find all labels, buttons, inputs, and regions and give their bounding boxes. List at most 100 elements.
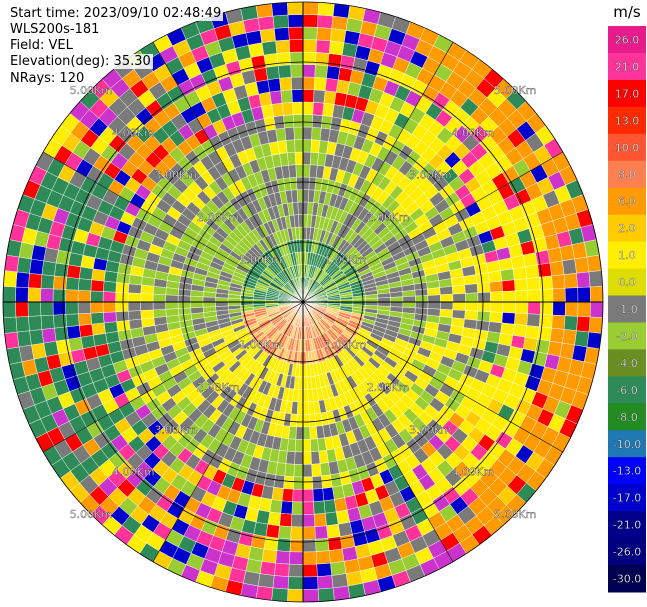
field-name: Field: VEL: [8, 38, 75, 53]
ppi-gate: [41, 327, 57, 344]
ppi-gate: [589, 286, 604, 303]
ppi-gate: [279, 513, 293, 527]
ppi-gate: [337, 521, 353, 537]
ppi-gate: [66, 264, 82, 279]
ppi-gate: [452, 293, 466, 303]
ppi-gate: [308, 413, 317, 428]
ppi-gate: [202, 296, 216, 303]
ppi-gate: [289, 551, 304, 565]
ppi-gate: [27, 301, 42, 317]
ppi-gate: [40, 274, 55, 290]
ppi-gate: [265, 65, 280, 81]
ring-label: 5.00Km: [70, 84, 112, 97]
ppi-gate: [522, 252, 538, 268]
ppi-gate: [310, 450, 321, 465]
ppi-gate: [277, 64, 292, 79]
ppi-gate: [310, 139, 321, 154]
ppi-gate: [323, 90, 337, 105]
ppi-gate: [526, 276, 541, 291]
ring-label: 3.00Km: [154, 423, 196, 436]
ppi-gate: [279, 77, 293, 91]
range-rings: [2, 1, 604, 603]
ppi-gate: [552, 288, 566, 303]
ppi-gate: [311, 463, 322, 478]
ppi-gate: [321, 474, 333, 489]
ppi-gate: [263, 536, 279, 551]
ppi-gate: [90, 301, 104, 314]
ppi-gate: [289, 39, 304, 53]
ppi-gate: [15, 271, 30, 288]
ppi-gate: [4, 254, 20, 273]
ppi-gate: [318, 449, 329, 464]
ppi-gate: [502, 290, 516, 303]
start-time: Start time: 2023/09/10 02:48:49: [8, 6, 224, 21]
ppi-gate: [317, 575, 334, 590]
ppi-gate: [514, 312, 528, 326]
ppi-gate: [190, 295, 204, 303]
ppi-gate: [190, 306, 204, 315]
ppi-gate: [4, 331, 20, 350]
ppi-gate: [314, 525, 329, 540]
ring-label: 1.00Km: [239, 338, 281, 351]
ppi-gate: [563, 273, 578, 289]
ppi-gate: [586, 331, 602, 350]
ppi-gate: [302, 176, 310, 190]
ppi-gate: [309, 426, 318, 440]
ppi-gate: [53, 314, 68, 329]
ppi-gate: [335, 509, 351, 525]
ppi-gate: [259, 561, 276, 576]
ppi-gate: [538, 314, 553, 329]
ppi-gate: [316, 562, 332, 577]
ppi-gate: [390, 301, 404, 308]
ppi-gate: [302, 51, 317, 66]
ppi-gate: [302, 526, 316, 540]
ppi-gate: [257, 573, 275, 589]
ppi-gate: [302, 451, 312, 465]
ppi-gate: [66, 325, 82, 340]
ppi-gate: [302, 426, 311, 440]
ppi-gate: [464, 283, 479, 294]
ppi-gate: [328, 548, 345, 564]
ppi-gate: [302, 364, 308, 378]
ppi-gate: [296, 189, 304, 203]
ppi-gate: [65, 289, 79, 303]
ppi-gate: [40, 301, 54, 316]
ppi-gate: [272, 575, 289, 590]
ppi-gate: [326, 523, 341, 539]
ppi-gate: [276, 537, 291, 552]
ppi-gate: [127, 292, 141, 303]
ppi-gate: [465, 301, 479, 312]
ppi-gate: [285, 139, 296, 154]
ppi-gate: [284, 463, 295, 478]
ppi-gate: [577, 286, 591, 303]
ppi-gate: [115, 291, 129, 303]
ppi-gate: [280, 500, 293, 515]
ppi-gate: [295, 426, 304, 440]
ppi-gate: [91, 322, 106, 336]
ppi-gate: [177, 307, 192, 316]
ppi-gate: [330, 561, 347, 576]
ppi-gate: [285, 450, 296, 465]
ppi-gate: [290, 526, 304, 540]
ppi-gate: [292, 476, 304, 490]
ppi-gate: [283, 475, 295, 490]
ppi-gate: [489, 291, 504, 303]
ppi-gate: [323, 499, 337, 514]
ppi-gate: [315, 537, 330, 552]
ppi-gate: [415, 295, 429, 303]
ppi-gate: [287, 14, 304, 28]
ppi-gate: [302, 563, 318, 578]
ppi-gate: [549, 260, 565, 277]
ppi-gate: [526, 313, 541, 328]
ppi-gate: [115, 310, 130, 322]
ppi-gate: [165, 301, 179, 310]
ppi-gate: [539, 301, 554, 316]
ppi-gate: [402, 301, 416, 309]
ppi-gate: [302, 101, 314, 116]
ppi-gate: [574, 330, 590, 348]
ppi-gate: [202, 301, 216, 308]
ring-label: 5.00Km: [494, 508, 536, 521]
ppi-gate: [269, 90, 283, 105]
ppi-gate: [574, 256, 590, 274]
ppi-gate: [489, 301, 504, 313]
